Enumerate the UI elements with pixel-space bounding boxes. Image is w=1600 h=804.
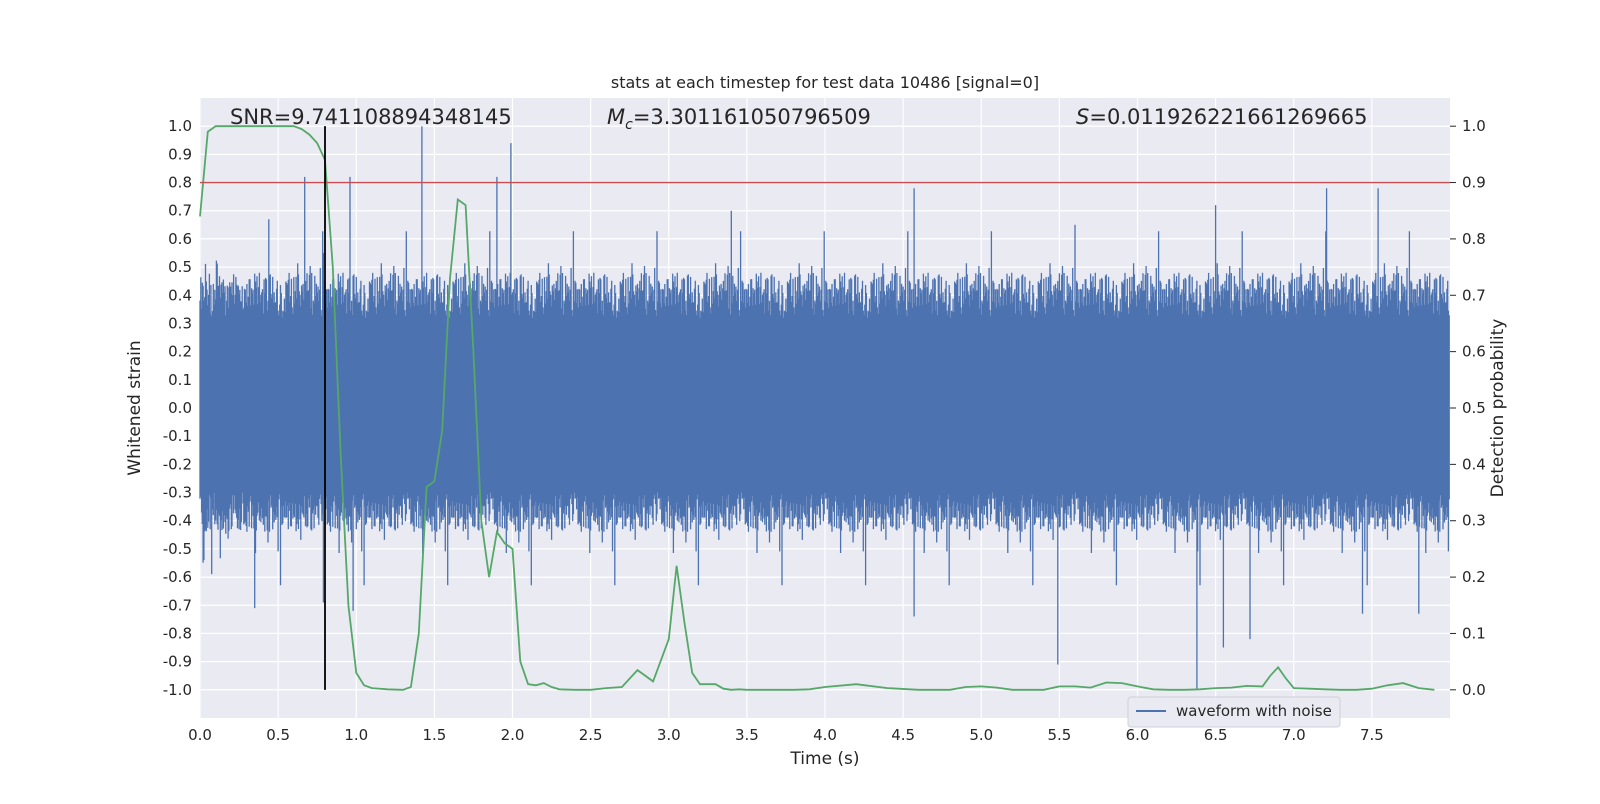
- y-tick-label: 0.2: [168, 343, 192, 361]
- y-tick-label: 0.6: [168, 230, 192, 248]
- x-tick-label: 1.0: [344, 726, 368, 744]
- x-tick-label: 2.5: [579, 726, 603, 744]
- chirp-mass-subscript: c: [625, 117, 633, 133]
- probability-series: [199, 125, 1435, 691]
- x-tick-label: 7.0: [1282, 726, 1306, 744]
- x-tick-label: 6.5: [1204, 726, 1228, 744]
- y2-tick-label: 0.0: [1462, 681, 1486, 699]
- x-tick-label: 6.0: [1126, 726, 1150, 744]
- y-tick-label: 0.4: [168, 286, 192, 304]
- y-tick-label: -1.0: [163, 681, 192, 699]
- x-tick-label: 4.5: [891, 726, 915, 744]
- probability-line: [199, 125, 1435, 691]
- reference-lines: [200, 126, 1450, 690]
- y-tick-label: 1.0: [168, 117, 192, 135]
- x-tick-label: 5.0: [969, 726, 993, 744]
- chirp-mass-symbol: M: [607, 105, 625, 129]
- chart-title: stats at each timestep for test data 104…: [611, 73, 1039, 92]
- y-tick-label: 0.0: [168, 399, 192, 417]
- y2-tick-label: 0.5: [1462, 399, 1486, 417]
- x-axis-title: Time (s): [789, 749, 859, 769]
- x-tick-label: 7.5: [1360, 726, 1384, 744]
- s-symbol: S: [1076, 105, 1089, 129]
- y-tick-label: -0.3: [163, 484, 192, 502]
- y2-tick-label: 0.1: [1462, 624, 1486, 642]
- y2-tick-label: 0.3: [1462, 512, 1486, 530]
- x-tick-label: 5.5: [1047, 726, 1071, 744]
- y2-tick-label: 0.9: [1462, 174, 1486, 192]
- y2-axis-title: Detection probability: [1488, 319, 1508, 498]
- y-tick-label: -0.2: [163, 455, 192, 473]
- axis-ticks: 0.0 0.5 1.0 1.5 2.0 2.5 3.0 3.5 4.0 4.5 5.0 5.5 6.0 6…: [163, 117, 1486, 744]
- y2-tick-label: 1.0: [1462, 117, 1486, 135]
- legend: waveform with noise: [1127, 696, 1341, 728]
- y-tick-label: -0.9: [163, 653, 192, 671]
- y-axis-title: Whitened strain: [125, 340, 145, 475]
- y-tick-label: -0.1: [163, 427, 192, 445]
- y-tick-label: 0.3: [168, 314, 192, 332]
- x-tick-label: 4.0: [813, 726, 837, 744]
- y-tick-label: 0.5: [168, 258, 192, 276]
- x-tick-label: 2.0: [501, 726, 525, 744]
- legend-box: [1127, 696, 1341, 728]
- y-tick-label: 0.8: [168, 174, 192, 192]
- x-tick-label: 3.5: [735, 726, 759, 744]
- x-tick-label: 0.0: [188, 726, 212, 744]
- y2-tick-label: 0.8: [1462, 230, 1486, 248]
- y-tick-label: 0.7: [168, 202, 192, 220]
- y-tick-label: -0.6: [163, 568, 192, 586]
- y-tick-label: 0.9: [168, 145, 192, 163]
- y-tick-label: -0.5: [163, 540, 192, 558]
- y-tick-label: -0.4: [163, 512, 192, 530]
- s-value: =0.011926221661269665: [1089, 105, 1367, 129]
- x-tick-label: 1.5: [422, 726, 446, 744]
- snr-annotation: SNR=9.741108894348145: [230, 105, 512, 129]
- y2-tick-label: 0.2: [1462, 568, 1486, 586]
- x-tick-label: 3.0: [657, 726, 681, 744]
- y-tick-label: -0.7: [163, 596, 192, 614]
- legend-label-waveform: waveform with noise: [1176, 702, 1332, 720]
- chirp-mass-annotation: Mc=3.301161050796509: [607, 105, 871, 133]
- s-annotation: S=0.011926221661269665: [1076, 105, 1367, 129]
- y2-tick-label: 0.4: [1462, 455, 1486, 473]
- x-tick-label: 0.5: [266, 726, 290, 744]
- y-tick-label: -0.8: [163, 624, 192, 642]
- chirp-mass-value: =3.301161050796509: [633, 105, 871, 129]
- y2-tick-label: 0.7: [1462, 286, 1486, 304]
- y2-tick-label: 0.6: [1462, 343, 1486, 361]
- y-tick-label: 0.1: [168, 371, 192, 389]
